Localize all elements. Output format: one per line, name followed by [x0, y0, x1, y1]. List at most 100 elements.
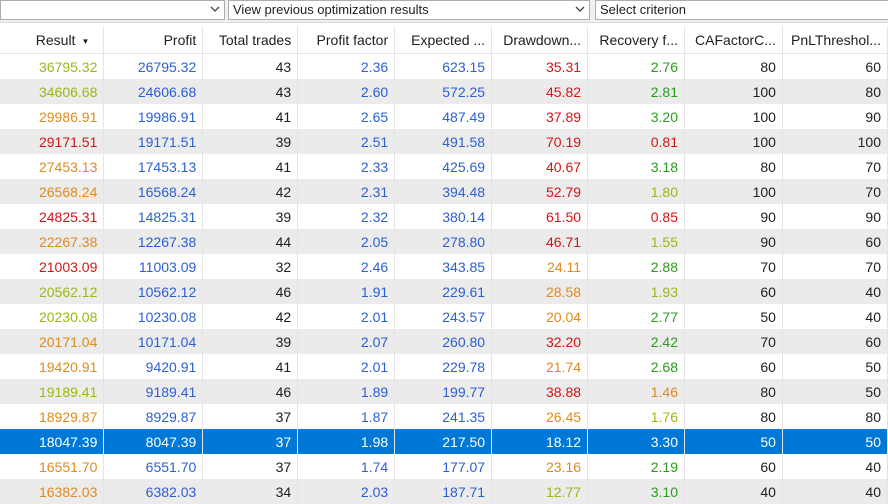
cell-drawdown: 32.20	[491, 329, 589, 354]
cell-drawdown: 18.12	[491, 429, 589, 454]
table-row[interactable]: 20230.08 10230.08 42 2.01 243.57 20.04 2.77 50 4…	[0, 304, 888, 329]
column-header-drawdown[interactable]: Drawdown...	[491, 26, 589, 54]
cell-total-trades: 39	[202, 129, 299, 154]
cell-pnl-threshold: 90	[782, 104, 888, 129]
cell-result: 18929.87	[0, 404, 105, 429]
table-header-row: Result ▼ Profit Total trades Profit facto…	[0, 26, 888, 54]
cell-total-trades: 37	[202, 404, 299, 429]
cell-result: 20230.08	[0, 304, 105, 329]
cell-expected-payoff: 380.14	[394, 204, 493, 229]
cell-recovery-factor: 1.46	[587, 379, 685, 404]
cell-profit-factor: 2.51	[297, 129, 396, 154]
table-row[interactable]: 36795.32 26795.32 43 2.36 623.15 35.31 2.76 80 6…	[0, 53, 888, 79]
cell-expected-payoff: 243.57	[394, 304, 493, 329]
cell-expected-payoff: 217.50	[394, 429, 493, 454]
cell-cafactor: 70	[684, 254, 783, 279]
cell-recovery-factor: 2.76	[587, 53, 685, 79]
cell-result: 36795.32	[0, 53, 105, 79]
column-header-recovery-factor[interactable]: Recovery f...	[587, 26, 685, 54]
table-row[interactable]: 21003.09 11003.09 32 2.46 343.85 24.11 2.88 70 7…	[0, 254, 888, 279]
cell-drawdown: 26.45	[491, 404, 589, 429]
cell-expected-payoff: 343.85	[394, 254, 493, 279]
column-header-cafactor[interactable]: CAFactorC...	[684, 26, 783, 54]
cell-profit: 26795.32	[103, 53, 204, 79]
column-header-total-trades[interactable]: Total trades	[202, 26, 299, 54]
table-row[interactable]: 26568.24 16568.24 42 2.31 394.48 52.79 1.80 100…	[0, 179, 888, 204]
cell-cafactor: 80	[684, 379, 783, 404]
cell-profit: 8047.39	[103, 429, 204, 454]
cell-profit-factor: 2.36	[297, 53, 396, 79]
optimization-results-dropdown[interactable]: View previous optimization results	[228, 0, 590, 20]
cell-result: 18047.39	[0, 429, 105, 454]
cell-cafactor: 50	[684, 304, 783, 329]
cell-expected-payoff: 572.25	[394, 79, 493, 104]
cell-profit: 8929.87	[103, 404, 204, 429]
cell-drawdown: 37.89	[491, 104, 589, 129]
cell-expected-payoff: 229.78	[394, 354, 493, 379]
cell-cafactor: 80	[684, 154, 783, 179]
table-row[interactable]: 16382.03 6382.03 34 2.03 187.71 12.77 3.10 40 40	[0, 479, 888, 504]
cell-result: 22267.38	[0, 229, 105, 254]
table-row[interactable]: 20171.04 10171.04 39 2.07 260.80 32.20 2.42 70 6…	[0, 329, 888, 354]
cell-result: 26568.24	[0, 179, 105, 204]
cell-total-trades: 41	[202, 104, 299, 129]
table-row[interactable]: 27453.13 17453.13 41 2.33 425.69 40.67 3.18 80 7…	[0, 154, 888, 179]
chevron-down-icon	[575, 6, 585, 12]
optimization-results-dropdown-value: View previous optimization results	[233, 2, 429, 17]
cell-profit: 24606.68	[103, 79, 204, 104]
cell-result: 19189.41	[0, 379, 105, 404]
column-header-profit[interactable]: Profit	[103, 26, 204, 54]
cell-profit: 9189.41	[103, 379, 204, 404]
table-row[interactable]: 18929.87 8929.87 37 1.87 241.35 26.45 1.76 80 80	[0, 404, 888, 429]
table-row[interactable]: 16551.70 6551.70 37 1.74 177.07 23.16 2.19 60 40	[0, 454, 888, 479]
cell-profit-factor: 2.65	[297, 104, 396, 129]
cell-recovery-factor: 3.30	[587, 429, 685, 454]
table-row[interactable]: 18047.39 8047.39 37 1.98 217.50 18.12 3.30 50 50	[0, 429, 888, 454]
cell-recovery-factor: 1.76	[587, 404, 685, 429]
cell-profit: 10171.04	[103, 329, 204, 354]
cell-result: 27453.13	[0, 154, 105, 179]
column-header-result[interactable]: Result ▼	[0, 26, 105, 54]
cell-cafactor: 60	[684, 454, 783, 479]
table-row[interactable]: 19189.41 9189.41 46 1.89 199.77 38.88 1.46 80 50	[0, 379, 888, 404]
table-row[interactable]: 29986.91 19986.91 41 2.65 487.49 37.89 3.20 100…	[0, 104, 888, 129]
cell-pnl-threshold: 40	[782, 479, 888, 504]
column-header-pnl-threshold[interactable]: PnLThreshol...	[782, 26, 888, 54]
cell-profit: 6551.70	[103, 454, 204, 479]
cell-recovery-factor: 3.10	[587, 479, 685, 504]
cell-drawdown: 52.79	[491, 179, 589, 204]
cell-expected-payoff: 241.35	[394, 404, 493, 429]
cell-pnl-threshold: 60	[782, 53, 888, 79]
cell-cafactor: 90	[684, 204, 783, 229]
cell-total-trades: 34	[202, 479, 299, 504]
cell-expected-payoff: 491.58	[394, 129, 493, 154]
table-row[interactable]: 34606.68 24606.68 43 2.60 572.25 45.82 2.81 100…	[0, 79, 888, 104]
cell-drawdown: 40.67	[491, 154, 589, 179]
cell-cafactor: 60	[684, 354, 783, 379]
table-row[interactable]: 19420.91 9420.91 41 2.01 229.78 21.74 2.68 60 50	[0, 354, 888, 379]
cell-pnl-threshold: 60	[782, 329, 888, 354]
cell-total-trades: 41	[202, 354, 299, 379]
cell-drawdown: 61.50	[491, 204, 589, 229]
first-dropdown[interactable]	[0, 0, 225, 20]
cell-profit-factor: 1.87	[297, 404, 396, 429]
table-row[interactable]: 29171.51 19171.51 39 2.51 491.58 70.19 0.81 100…	[0, 129, 888, 154]
cell-expected-payoff: 229.61	[394, 279, 493, 304]
cell-cafactor: 60	[684, 279, 783, 304]
cell-total-trades: 42	[202, 179, 299, 204]
cell-recovery-factor: 2.88	[587, 254, 685, 279]
column-header-expected-payoff[interactable]: Expected ...	[394, 26, 493, 54]
cell-total-trades: 42	[202, 304, 299, 329]
cell-drawdown: 35.31	[491, 53, 589, 79]
table-row[interactable]: 24825.31 14825.31 39 2.32 380.14 61.50 0.85 90 9…	[0, 204, 888, 229]
cell-pnl-threshold: 70	[782, 179, 888, 204]
column-header-profit-factor[interactable]: Profit factor	[297, 26, 396, 54]
criterion-dropdown[interactable]: Select criterion	[595, 0, 888, 20]
cell-drawdown: 45.82	[491, 79, 589, 104]
cell-drawdown: 38.88	[491, 379, 589, 404]
cell-cafactor: 100	[684, 104, 783, 129]
cell-expected-payoff: 177.07	[394, 454, 493, 479]
cell-profit: 17453.13	[103, 154, 204, 179]
table-row[interactable]: 22267.38 12267.38 44 2.05 278.80 46.71 1.55 90 6…	[0, 229, 888, 254]
table-row[interactable]: 20562.12 10562.12 46 1.91 229.61 28.58 1.93 60 4…	[0, 279, 888, 304]
